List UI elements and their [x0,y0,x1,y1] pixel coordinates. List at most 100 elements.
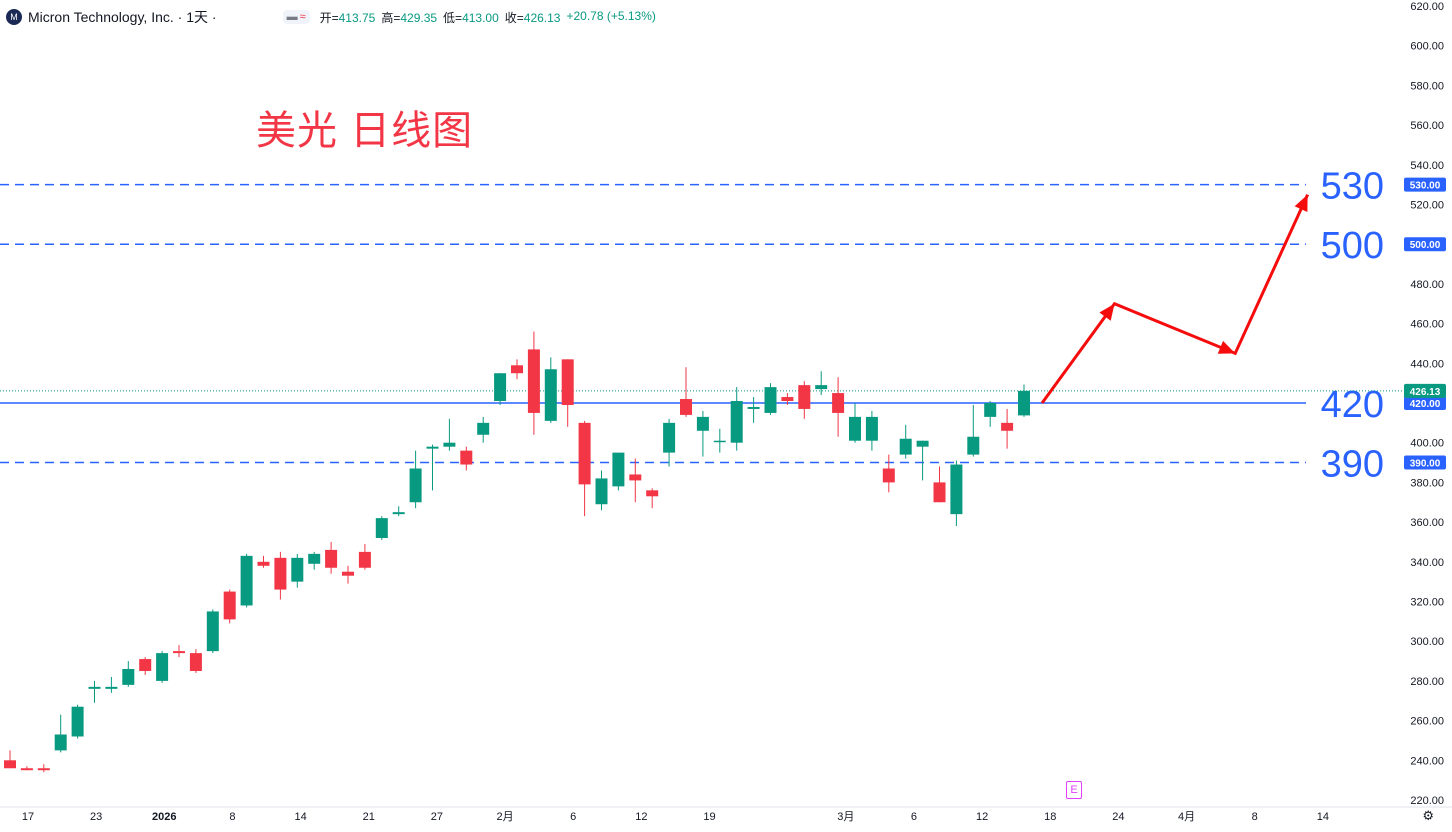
x-tick-label: 27 [431,811,443,823]
level-tag-text: 390.00 [1410,459,1441,470]
candle-body [342,571,354,576]
y-tick-label: 300.00 [1410,636,1444,648]
candle-body [71,706,84,737]
ohlc-change: +20.78 (+5.13%) [566,8,656,23]
candle-body [477,422,490,435]
candles[interactable] [4,331,1030,773]
minus-icon: ▬ [286,11,298,23]
candle-body [663,422,676,453]
candle-body [578,422,591,485]
y-tick-label: 460.00 [1410,319,1444,331]
x-tick-label: 19 [703,811,715,823]
y-tick-label: 380.00 [1410,477,1444,489]
candle-body [781,397,794,402]
candle-body [832,393,845,413]
candle-body [426,446,439,449]
candle-body [105,686,118,689]
candle-body [37,768,50,771]
y-tick-label: 220.00 [1410,795,1444,807]
x-tick-label: 2026 [152,811,176,823]
x-tick-label: 21 [363,811,375,823]
level-tag-530 [1404,177,1446,192]
ohlc-readout: 开=413.75 高=429.35 低=413.00 收=426.13 +20.… [320,9,656,26]
candle-body [612,452,625,487]
arrow-head [1294,194,1308,213]
annotation-title[interactable]: 美光 日线图 [256,109,474,153]
x-tick-label: 3月 [837,811,854,823]
y-tick-label: 580.00 [1410,80,1444,92]
candle-body [358,551,371,568]
candle-body [20,768,33,771]
last-price-tag [1404,383,1446,398]
gear-icon[interactable]: ⚙ [1422,808,1434,823]
candle-body [240,555,253,606]
candle-body [815,385,828,390]
level-label-530: 530 [1321,166,1384,208]
x-tick-label: 6 [570,811,576,823]
candle-body [257,561,270,566]
candle-body [764,387,777,413]
candle-body [561,359,574,405]
x-tick-label: 8 [229,811,235,823]
y-tick-label: 480.00 [1410,279,1444,291]
candle-body [460,450,473,465]
candle-body [713,440,726,443]
candle-body [967,436,980,455]
symbol-title[interactable]: Micron Technology, Inc. · 1天 · [28,9,217,25]
candle-body [511,365,523,374]
y-tick-label: 620.00 [1410,1,1444,13]
candle-body [122,668,135,685]
candle-body [747,406,760,409]
candle-body [595,478,608,505]
candle-body [494,373,507,402]
ohlc-open: 开=413.75 [319,10,376,25]
earnings-event-marker[interactable]: E [1066,781,1082,799]
time-axis[interactable]: 17 23 2026 8 14 21 27 2月 6 12 19 3月 6 12 18 24 4月 8 14 [0,806,1452,823]
level-tag-420 [1404,396,1446,410]
candle-body [1001,422,1014,431]
candle-body [865,416,878,441]
wave-icon: ≈ [299,11,306,23]
projection-arrows [1040,193,1310,404]
candle-body [984,403,997,417]
level-tag-500 [1404,237,1446,252]
y-tick-label: 440.00 [1410,358,1444,370]
candle-body [882,468,895,483]
candle-body [916,440,929,447]
ohlc-high: 高=429.35 [381,10,438,25]
x-tick-label: 12 [976,811,988,823]
candle-body [544,369,557,421]
candle-body [223,591,236,620]
x-tick-label: 24 [1112,811,1124,823]
candle-body [88,686,101,689]
last-price-tag-text: 426.13 [1410,387,1441,398]
candle-body [443,442,456,447]
candle-body [54,734,67,751]
y-tick-label: 260.00 [1410,716,1444,728]
candle-body [274,557,287,590]
y-tick-label: 240.00 [1410,755,1444,767]
level-tag-text: 500.00 [1410,240,1441,251]
candle-body [730,401,743,443]
level-label-500: 500 [1321,225,1384,267]
candle-body [139,659,152,671]
y-tick-label: 520.00 [1410,200,1444,212]
candle-body [308,553,321,564]
candle-body [206,611,219,652]
x-tick-label: 14 [294,811,306,823]
candle-body [849,416,861,441]
micron-logo-icon: M [6,9,22,25]
level-tag-text: 420.00 [1410,399,1441,410]
candle-body [392,512,405,515]
x-tick-label: 4月 [1178,811,1195,823]
candle-body [933,482,946,503]
indicator-toggle[interactable]: ▬ ≈ [282,10,310,24]
candle-body [646,490,659,497]
candle-body [798,385,811,409]
candle-body [629,474,642,481]
ohlc-close: 收=426.13 [504,10,561,25]
level-label-420: 420 [1321,384,1384,426]
price-levels: 530 500 420 390 [0,166,1402,486]
y-tick-label: 280.00 [1410,676,1444,688]
